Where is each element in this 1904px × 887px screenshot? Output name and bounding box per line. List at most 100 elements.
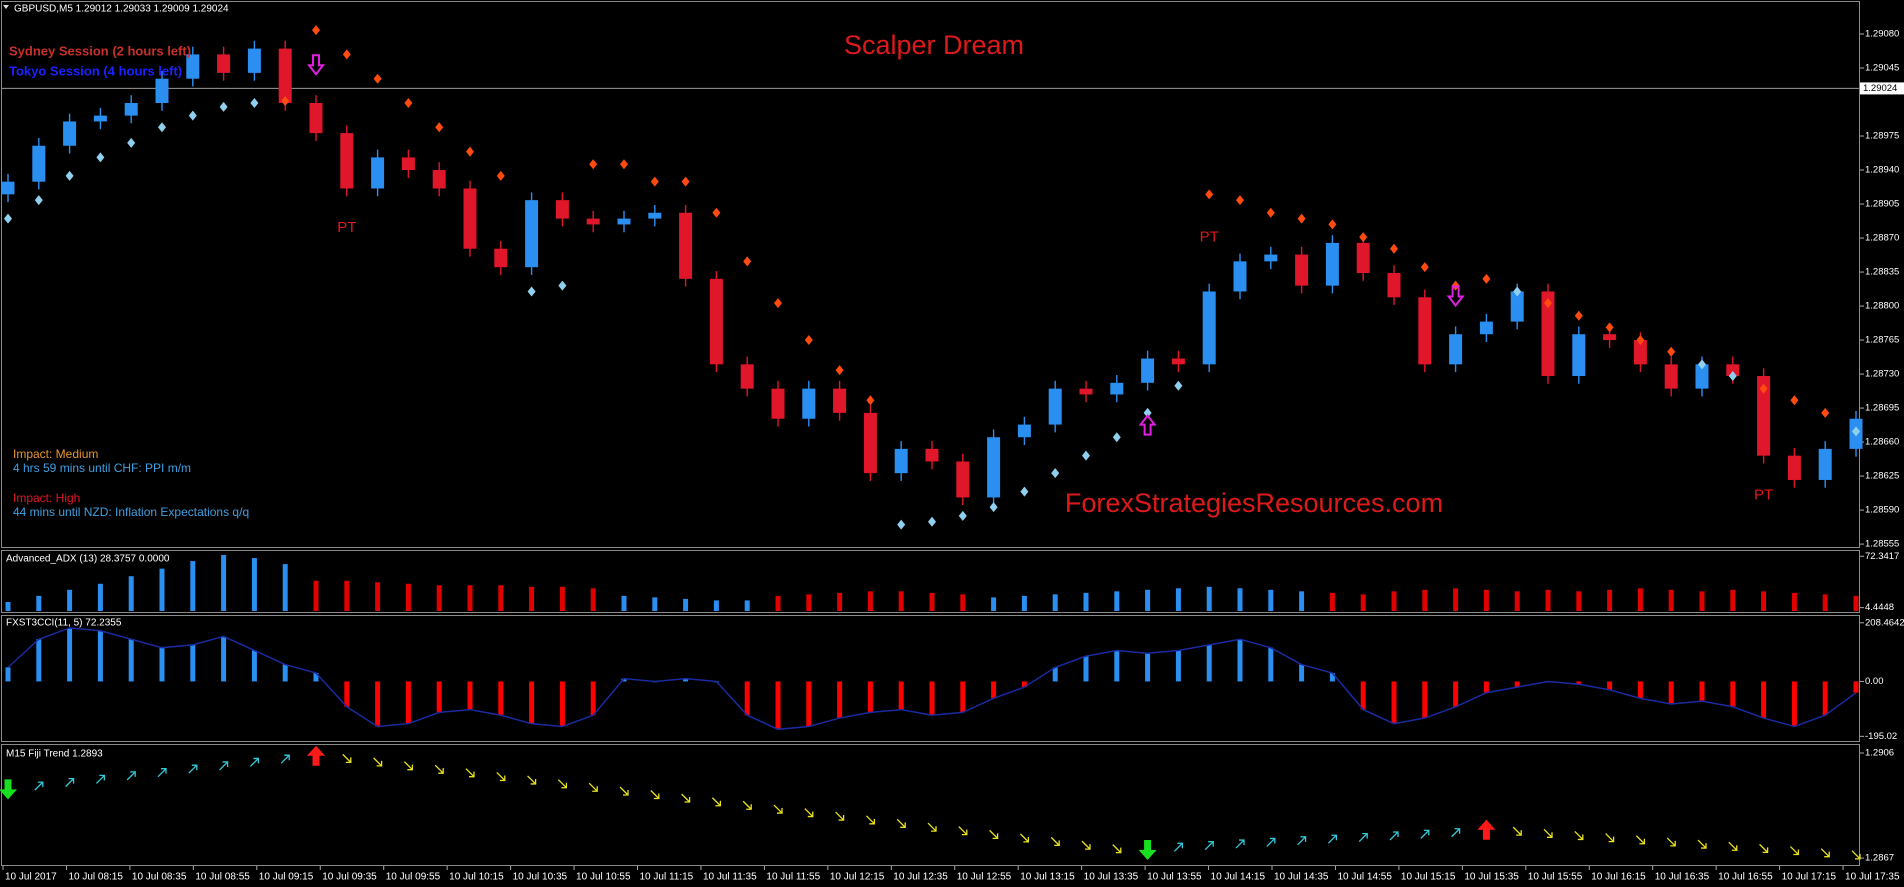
sar-dot xyxy=(558,280,567,291)
histogram-bar xyxy=(1637,588,1643,611)
symbol-dropdown[interactable] xyxy=(3,5,9,9)
histogram-bar xyxy=(67,589,73,611)
news-impact: Impact: High xyxy=(13,491,80,505)
y-tick-label: 72.3417 xyxy=(1865,551,1899,562)
candle-body xyxy=(1141,358,1155,383)
trend-arrow xyxy=(1789,846,1800,856)
histogram-bar xyxy=(1699,681,1705,702)
sar-dot xyxy=(866,395,875,406)
y-tick-label: 1.28870 xyxy=(1865,233,1899,244)
candle-body xyxy=(802,388,816,419)
sar-dot xyxy=(1205,189,1214,200)
x-tick-label: 10 Jul 14:55 xyxy=(1337,872,1392,883)
histogram-bar xyxy=(898,681,904,710)
candle-body xyxy=(1110,382,1124,395)
trend-arrow xyxy=(496,771,506,782)
x-tick-label: 10 Jul 08:35 xyxy=(132,872,187,883)
x-tick-label: 10 Jul 13:15 xyxy=(1020,872,1075,883)
trend-signal xyxy=(307,745,325,766)
sar-dot xyxy=(1236,195,1244,206)
histogram-bar xyxy=(529,681,535,724)
histogram-bar xyxy=(313,580,319,611)
histogram-bar xyxy=(1268,589,1274,611)
trend-arrow xyxy=(126,771,136,781)
histogram-bar xyxy=(1021,681,1027,688)
candle-body xyxy=(1418,297,1432,365)
histogram-bar xyxy=(837,592,843,611)
histogram-bar xyxy=(1422,681,1428,719)
news-text: 4 hrs 59 mins until CHF: PPI m/m xyxy=(13,461,191,475)
sar-dot xyxy=(1112,432,1121,443)
histogram-bar xyxy=(775,595,781,611)
trend-arrow xyxy=(342,753,352,764)
candle-body xyxy=(1048,388,1062,425)
histogram-bar xyxy=(1114,591,1120,611)
trend-arrow xyxy=(896,818,906,828)
watermark: ForexStrategiesResources.com xyxy=(1065,488,1443,518)
sar-dot xyxy=(312,25,320,36)
cci-title: FXST3CCI(11, 5) 72.2355 xyxy=(6,618,122,629)
histogram-bar xyxy=(559,586,565,611)
histogram-bar xyxy=(713,600,719,611)
trend-arrow xyxy=(1851,850,1861,860)
histogram-bar xyxy=(1360,594,1366,611)
candle-body xyxy=(1202,291,1216,365)
trend-arrow xyxy=(711,797,722,807)
sar-dot xyxy=(589,159,598,170)
candle-body xyxy=(340,133,354,189)
candle-body xyxy=(1757,376,1771,456)
x-tick-label: 10 Jul 16:15 xyxy=(1591,872,1646,883)
histogram-bar xyxy=(1083,656,1089,682)
sar-dot xyxy=(65,170,74,181)
sar-dot xyxy=(127,137,136,148)
trend-arrow xyxy=(1574,830,1584,841)
sar-dot xyxy=(1513,286,1522,297)
sar-dot xyxy=(4,213,12,224)
histogram-bar xyxy=(960,681,966,713)
y-tick-label: 0.00 xyxy=(1865,676,1884,687)
pt-label: PT xyxy=(1200,229,1219,246)
histogram-bar xyxy=(1021,595,1027,611)
x-tick-label: 10 Jul 15:35 xyxy=(1464,872,1519,883)
trend-arrow xyxy=(373,757,383,767)
histogram-bar xyxy=(436,681,442,713)
x-tick-label: 10 Jul 11:15 xyxy=(640,872,694,883)
histogram-bar xyxy=(1145,653,1151,682)
candle-body xyxy=(586,218,600,225)
histogram-bar xyxy=(498,681,504,716)
pt-label: PT xyxy=(1754,486,1773,503)
x-tick-label: 10 Jul 16:35 xyxy=(1655,872,1710,883)
x-tick-label: 10 Jul 11:35 xyxy=(703,872,757,883)
sar-dot xyxy=(1821,407,1830,418)
candle-body xyxy=(833,388,847,413)
sar-dot xyxy=(219,101,228,112)
histogram-bar xyxy=(991,681,997,699)
histogram-bar xyxy=(1391,591,1397,611)
candle-body xyxy=(217,54,231,73)
y-tick-label: 1.28555 xyxy=(1865,539,1899,550)
histogram-bar xyxy=(498,585,504,611)
candle-body xyxy=(1017,424,1031,438)
trend-arrow xyxy=(619,786,629,796)
candle-body xyxy=(525,200,539,268)
candle-body xyxy=(247,48,261,73)
trend-arrow xyxy=(773,804,783,814)
histogram-bar xyxy=(1083,592,1089,611)
trend-arrow xyxy=(1266,837,1276,847)
symbol-header: GBPUSD,M5 1.29012 1.29033 1.29009 1.2902… xyxy=(14,4,229,15)
histogram-bar xyxy=(590,588,596,611)
histogram-bar xyxy=(344,681,350,707)
trend-arrow xyxy=(1173,842,1184,852)
sar-dot xyxy=(650,176,659,187)
histogram-bar xyxy=(1853,681,1859,693)
histogram-bar xyxy=(221,636,227,682)
histogram-bar xyxy=(1822,594,1828,611)
sar-dot xyxy=(435,122,444,133)
candle-body xyxy=(463,188,477,249)
sar-dot xyxy=(1759,383,1768,394)
candle-body xyxy=(648,212,662,219)
sar-dot xyxy=(281,96,290,107)
candle-body xyxy=(1664,364,1678,389)
sar-dot xyxy=(897,519,906,530)
